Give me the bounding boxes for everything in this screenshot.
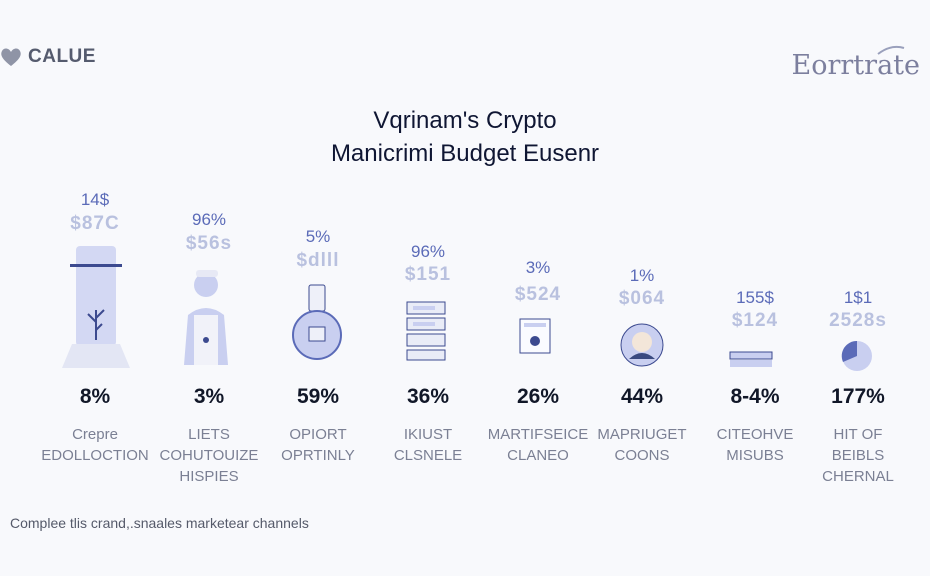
top-percent: 3% [525, 258, 551, 277]
chart-title-block: Vqrinam's Crypto Manicrimi Budget Eusenr [0, 104, 930, 170]
swoosh-icon [877, 45, 905, 55]
column-label: IKIUST CLSNELE [373, 424, 483, 466]
tower-plant-icon [40, 240, 150, 375]
chart-title: Vqrinam's Crypto [373, 107, 557, 134]
column-label-line: OPRTINLY [281, 447, 355, 464]
column-label-line: CITEOHVE [716, 426, 794, 443]
column-label: HIT OF BEIBLS CHERNAL [803, 424, 913, 487]
budget-column: 1% $064 44% MAPRIUGET COONS [587, 180, 697, 490]
brand-right-text: Eorrtrate [791, 50, 920, 81]
column-percent: 177% [831, 385, 885, 408]
footnote: Complee tlis crand,.snaales marketear ch… [10, 515, 309, 531]
column-label-line: COHUTOUIZE [159, 447, 259, 464]
stack-icon [700, 340, 810, 395]
top-amount: $124 [731, 310, 779, 331]
column-label: LIETS COHUTOUIZE HISPIES [154, 424, 264, 487]
top-percent: 155$ [736, 288, 774, 307]
top-amount: $151 [404, 264, 452, 285]
column-percent: 26% [516, 385, 560, 408]
column-percent: 8-4% [730, 385, 780, 408]
column-percent: 8% [79, 385, 111, 408]
column-percent: 44% [620, 385, 664, 408]
top-percent: 14$ [80, 190, 110, 209]
server-stack-icon [373, 290, 483, 385]
column-percent: 59% [296, 385, 340, 408]
top-percent: 96% [191, 210, 227, 229]
top-percent: 96% [410, 242, 446, 261]
column-percent: 3% [193, 385, 225, 408]
column-label-line: CHERNAL [822, 468, 894, 485]
top-percent: 1$1 [843, 288, 873, 307]
column-label: OPIORT OPRTINLY [263, 424, 373, 466]
document-icon [483, 305, 593, 380]
top-amount: $524 [514, 284, 562, 305]
column-label-line: CLSNELE [393, 447, 463, 464]
top-amount: $dlll [296, 250, 340, 271]
column-label-line: CLANEO [507, 447, 569, 464]
brand-left-text: CALUE [28, 46, 96, 67]
heart-icon [1, 48, 21, 66]
avatar-icon [587, 315, 697, 390]
column-label-line: HIT OF [833, 426, 883, 443]
globe-device-icon [263, 275, 373, 380]
column-label-line: LIETS [188, 426, 230, 443]
top-amount: $87C [70, 213, 120, 234]
column-label-line: COONS [614, 447, 670, 464]
column-label-line: EDOLLOCTION [41, 447, 149, 464]
column-label: Crepre EDOLLOCTION [40, 424, 150, 466]
column-label-line: BEIBLS [831, 447, 885, 464]
brand-left: CALUE [0, 46, 96, 68]
column-label: CITEOHVE MISUBS [700, 424, 810, 466]
column-label-line: IKIUST [403, 426, 453, 443]
budget-column: 96% $56s 3% LIETS COHUTOUIZE HISPIES [154, 180, 264, 490]
column-label-line: HISPIES [179, 468, 239, 485]
column-label-line: MISUBS [726, 447, 784, 464]
chart-subtitle: Manicrimi Budget Eusenr [330, 140, 600, 167]
column-label: MARTIFSEICE CLANEO [483, 424, 593, 466]
column-label-line: Crepre [72, 426, 118, 443]
budget-column: 5% $dlll 59% OPIORT OPRTINLY [263, 180, 373, 490]
column-label: MAPRIUGET COONS [587, 424, 697, 466]
top-percent: 5% [305, 227, 331, 246]
top-amount: 2528s [829, 310, 887, 331]
column-label-line: MARTIFSEICE [487, 426, 589, 443]
column-label-line: OPIORT [289, 426, 347, 443]
budget-column: 96% $151 36% IKIUST CLSNELE [373, 180, 483, 490]
top-amount: $56s [185, 233, 233, 254]
pie-icon [803, 338, 913, 393]
budget-column: 1$1 2528s 177% HIT OF BEIBLS CHERNAL [803, 180, 913, 490]
column-label-line: MAPRIUGET [597, 426, 687, 443]
budget-column: 14$ $87C 8% Crepre EDOLLOCTION [40, 180, 150, 490]
brand-right: Eorrtrate [791, 45, 920, 81]
budget-column: 155$ $124 8-4% CITEOHVE MISUBS [700, 180, 810, 490]
column-percent: 36% [406, 385, 450, 408]
top-amount: $064 [618, 288, 666, 309]
budget-column: 3% $524 26% MARTIFSEICE CLANEO [483, 180, 593, 490]
person-icon [154, 265, 264, 380]
top-percent: 1% [629, 266, 655, 285]
